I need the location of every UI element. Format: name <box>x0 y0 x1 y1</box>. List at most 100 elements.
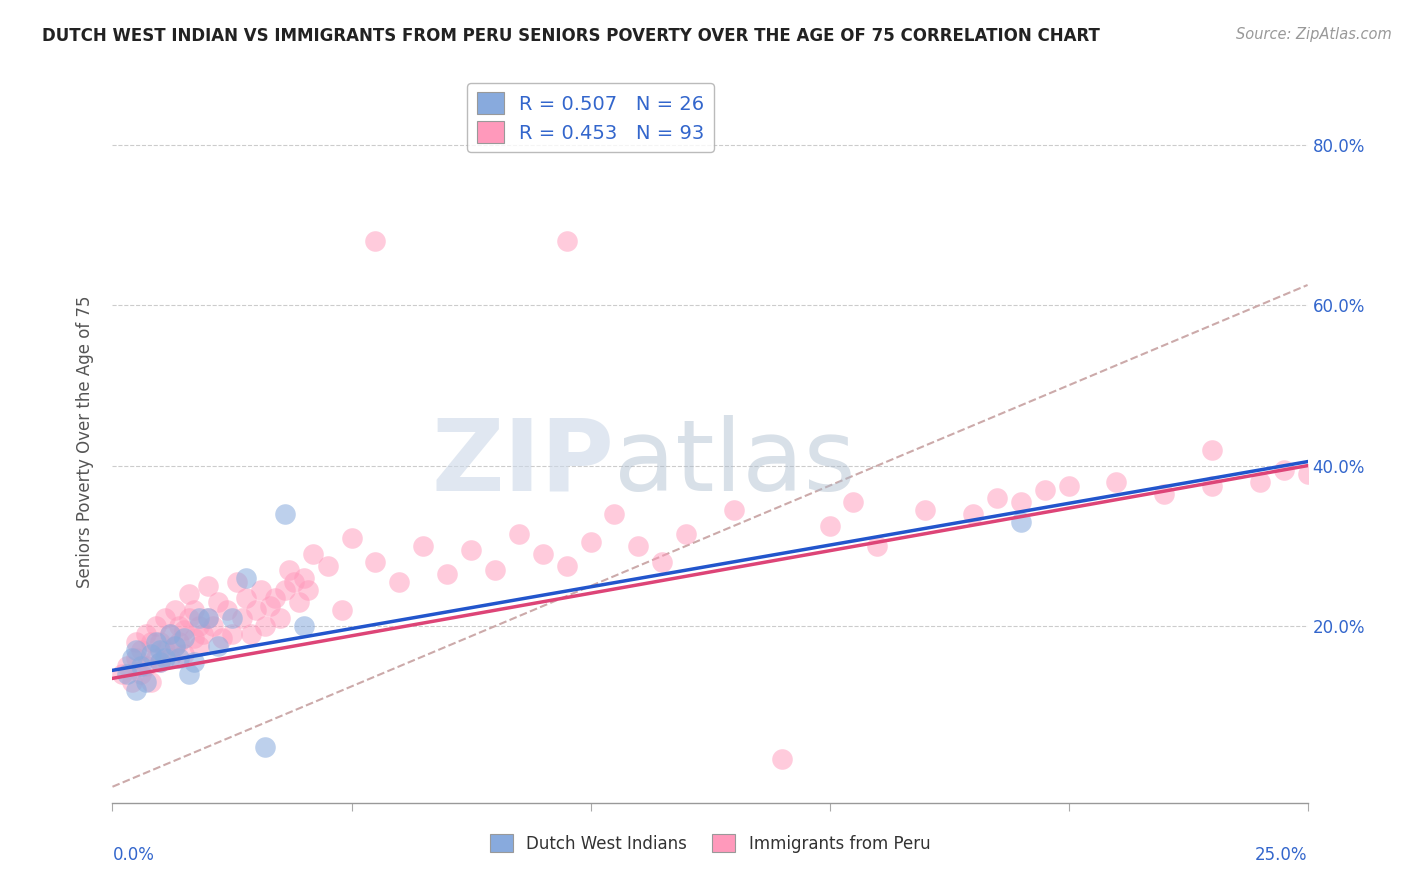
Point <box>412 539 434 553</box>
Point <box>842 494 865 508</box>
Point <box>1344 458 1367 473</box>
Point <box>211 632 233 646</box>
Point <box>115 659 138 673</box>
Point <box>555 234 578 248</box>
Point <box>245 603 267 617</box>
Point <box>159 627 181 641</box>
Point <box>269 611 291 625</box>
Point <box>149 655 172 669</box>
Point <box>1010 515 1032 529</box>
Point <box>163 639 186 653</box>
Text: ZIP: ZIP <box>432 415 614 512</box>
Point <box>187 619 209 633</box>
Point <box>145 651 167 665</box>
Point <box>579 534 602 549</box>
Point <box>177 611 200 625</box>
Point <box>388 574 411 589</box>
Point <box>1249 475 1271 489</box>
Point <box>121 675 143 690</box>
Point <box>135 675 157 690</box>
Point <box>675 526 697 541</box>
Point <box>207 595 229 609</box>
Point <box>153 611 176 625</box>
Point <box>1057 478 1080 492</box>
Point <box>115 667 138 681</box>
Point <box>169 651 191 665</box>
Point <box>264 591 287 606</box>
Point <box>460 542 482 557</box>
Point <box>169 635 191 649</box>
Point <box>484 563 506 577</box>
Point <box>159 627 181 641</box>
Legend: Dutch West Indians, Immigrants from Peru: Dutch West Indians, Immigrants from Peru <box>482 828 938 860</box>
Point <box>240 627 263 641</box>
Point <box>201 619 224 633</box>
Text: atlas: atlas <box>614 415 856 512</box>
Point <box>197 611 219 625</box>
Point <box>914 502 936 516</box>
Point <box>163 603 186 617</box>
Point <box>302 547 325 561</box>
Point <box>555 558 578 573</box>
Point <box>531 547 554 561</box>
Point <box>173 632 195 646</box>
Point <box>225 574 247 589</box>
Point <box>173 623 195 637</box>
Point <box>235 571 257 585</box>
Point <box>193 627 215 641</box>
Point <box>135 659 157 673</box>
Point <box>145 619 167 633</box>
Point <box>1105 475 1128 489</box>
Point <box>292 619 315 633</box>
Point <box>231 611 253 625</box>
Point <box>183 632 205 646</box>
Point <box>197 579 219 593</box>
Point <box>207 639 229 653</box>
Point <box>770 751 793 765</box>
Point <box>221 611 243 625</box>
Point <box>273 507 295 521</box>
Point <box>111 667 134 681</box>
Point <box>986 491 1008 505</box>
Point <box>217 603 239 617</box>
Text: 25.0%: 25.0% <box>1256 847 1308 864</box>
Point <box>818 518 841 533</box>
Point <box>153 651 176 665</box>
Point <box>364 234 387 248</box>
Point <box>278 563 301 577</box>
Point <box>364 555 387 569</box>
Point <box>177 667 200 681</box>
Point <box>254 619 277 633</box>
Point <box>139 635 162 649</box>
Point <box>149 635 172 649</box>
Point <box>135 627 157 641</box>
Point <box>603 507 626 521</box>
Y-axis label: Seniors Poverty Over the Age of 75: Seniors Poverty Over the Age of 75 <box>76 295 94 588</box>
Point <box>197 611 219 625</box>
Point <box>651 555 673 569</box>
Point <box>962 507 984 521</box>
Text: Source: ZipAtlas.com: Source: ZipAtlas.com <box>1236 27 1392 42</box>
Point <box>283 574 305 589</box>
Point <box>169 619 191 633</box>
Point <box>249 583 271 598</box>
Point <box>254 739 277 754</box>
Point <box>508 526 530 541</box>
Point <box>125 683 148 698</box>
Point <box>173 648 195 662</box>
Point <box>259 599 281 614</box>
Point <box>129 667 152 681</box>
Point <box>288 595 311 609</box>
Point <box>1320 450 1343 465</box>
Point <box>125 643 148 657</box>
Point <box>316 558 339 573</box>
Point <box>627 539 650 553</box>
Point <box>273 583 295 598</box>
Point <box>235 591 257 606</box>
Text: 0.0%: 0.0% <box>112 847 155 864</box>
Point <box>149 643 172 657</box>
Point <box>129 643 152 657</box>
Point <box>159 651 181 665</box>
Point <box>330 603 353 617</box>
Point <box>177 587 200 601</box>
